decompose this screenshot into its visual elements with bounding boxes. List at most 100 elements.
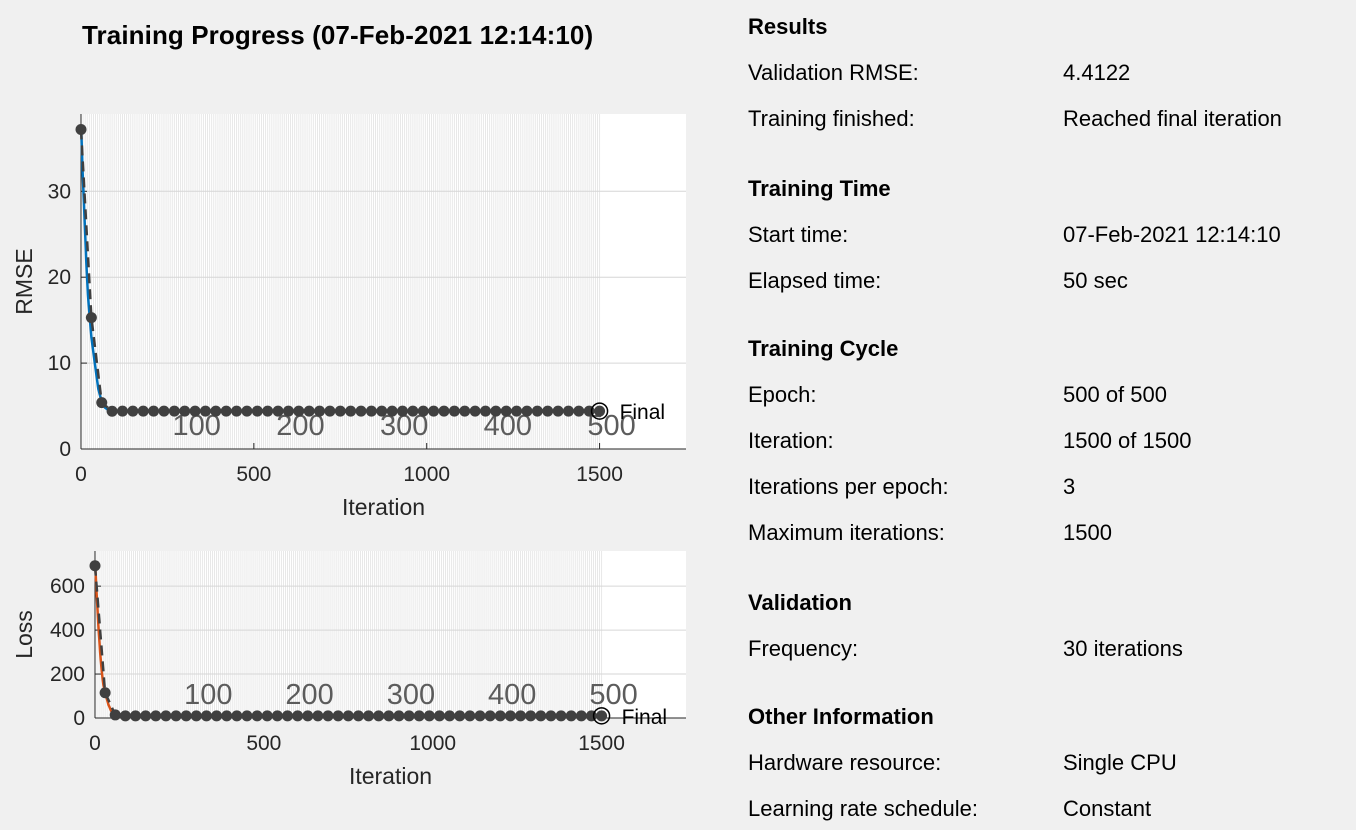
x-tick-label: 1000 — [403, 463, 450, 486]
validation-point — [140, 710, 152, 722]
info-label: Training finished: — [748, 106, 915, 131]
validation-point — [127, 405, 139, 417]
info-value: 4.4122 — [1063, 60, 1131, 85]
validation-point — [312, 710, 324, 722]
y-tick-label: 10 — [48, 352, 71, 375]
validation-point — [75, 123, 87, 135]
validation-point — [272, 405, 284, 417]
validation-point — [403, 710, 415, 722]
validation-point — [423, 710, 435, 722]
x-tick-label: 1500 — [578, 732, 625, 755]
validation-point — [469, 405, 481, 417]
validation-point — [464, 710, 476, 722]
validation-point — [293, 405, 305, 417]
info-value: 1500 — [1063, 520, 1112, 545]
validation-point — [99, 687, 111, 699]
validation-point — [555, 710, 567, 722]
validation-point — [397, 405, 409, 417]
validation-point — [459, 405, 471, 417]
window-title: Training Progress (07-Feb-2021 12:14:10) — [82, 20, 594, 50]
validation-point — [433, 710, 445, 722]
y-tick-label: 200 — [50, 663, 85, 686]
section-title: Training Time — [748, 176, 891, 201]
validation-point — [444, 710, 456, 722]
validation-point — [303, 405, 315, 417]
y-tick-label: 20 — [48, 266, 71, 289]
info-label: Maximum iterations: — [748, 520, 945, 545]
info-value: 07-Feb-2021 12:14:10 — [1063, 222, 1281, 247]
validation-point — [262, 405, 274, 417]
validation-point — [210, 405, 222, 417]
info-value: 50 sec — [1063, 268, 1128, 293]
validation-point — [231, 710, 243, 722]
validation-point — [521, 405, 533, 417]
x-axis-label: Iteration — [349, 763, 432, 789]
validation-point — [221, 710, 233, 722]
x-tick-label: 500 — [246, 732, 281, 755]
y-tick-label: 600 — [50, 575, 85, 598]
validation-point — [565, 710, 577, 722]
validation-point — [109, 709, 121, 721]
validation-point — [314, 405, 326, 417]
section-title: Training Cycle — [748, 336, 899, 361]
info-value: Reached final iteration — [1063, 106, 1282, 131]
y-axis-label: Loss — [11, 610, 37, 659]
validation-point — [504, 710, 516, 722]
training-progress-plots: 0 500 1000 1500 0 10 20 30 100 200 300 400 500 Iterat… — [11, 114, 686, 789]
validation-point — [365, 405, 377, 417]
validation-point — [494, 710, 506, 722]
validation-point — [189, 405, 201, 417]
validation-point — [363, 710, 375, 722]
validation-point — [438, 405, 450, 417]
validation-point — [89, 560, 101, 572]
section-title: Results — [748, 14, 828, 39]
y-tick-label: 0 — [59, 438, 71, 461]
validation-point — [545, 710, 557, 722]
epoch-label: 300 — [387, 679, 435, 711]
epoch-label: 500 — [589, 679, 637, 711]
validation-point — [179, 405, 191, 417]
validation-point — [575, 710, 587, 722]
info-label: Frequency: — [748, 636, 859, 661]
validation-point — [511, 405, 523, 417]
info-value: 1500 of 1500 — [1063, 428, 1192, 453]
validation-point — [373, 710, 385, 722]
final-marker — [590, 402, 609, 420]
validation-point — [342, 710, 354, 722]
validation-point — [231, 405, 243, 417]
validation-point — [542, 405, 554, 417]
validation-point — [386, 405, 398, 417]
info-label: Epoch: — [748, 382, 817, 407]
validation-point — [535, 710, 547, 722]
x-tick-label: 500 — [236, 463, 271, 486]
final-label: Final — [620, 401, 666, 424]
epoch-label: 100 — [184, 679, 232, 711]
epoch-label: 400 — [488, 679, 536, 711]
validation-point — [150, 710, 162, 722]
info-label: Hardware resource: — [748, 750, 942, 775]
validation-point — [271, 710, 283, 722]
validation-point — [241, 710, 253, 722]
validation-point — [515, 710, 527, 722]
validation-point — [454, 710, 466, 722]
plot-background-future — [599, 114, 686, 449]
validation-point — [596, 710, 608, 722]
info-label: Iterations per epoch: — [748, 474, 949, 499]
validation-point — [190, 710, 202, 722]
validation-point — [96, 397, 108, 409]
loss-plot: 0 500 1000 1500 0 200 400 600 100 200 300 400 500 Ite… — [11, 551, 686, 789]
validation-point — [352, 710, 364, 722]
validation-point — [148, 405, 160, 417]
validation-point — [119, 710, 131, 722]
validation-point — [355, 405, 367, 417]
info-label: Learning rate schedule: — [748, 796, 978, 821]
info-label: Elapsed time: — [748, 268, 882, 293]
validation-point — [281, 710, 293, 722]
section-title: Other Information — [748, 704, 934, 729]
validation-point — [413, 710, 425, 722]
final-marker — [592, 707, 611, 725]
validation-point — [116, 405, 128, 417]
validation-point — [292, 710, 304, 722]
info-value: 30 iterations — [1063, 636, 1183, 661]
